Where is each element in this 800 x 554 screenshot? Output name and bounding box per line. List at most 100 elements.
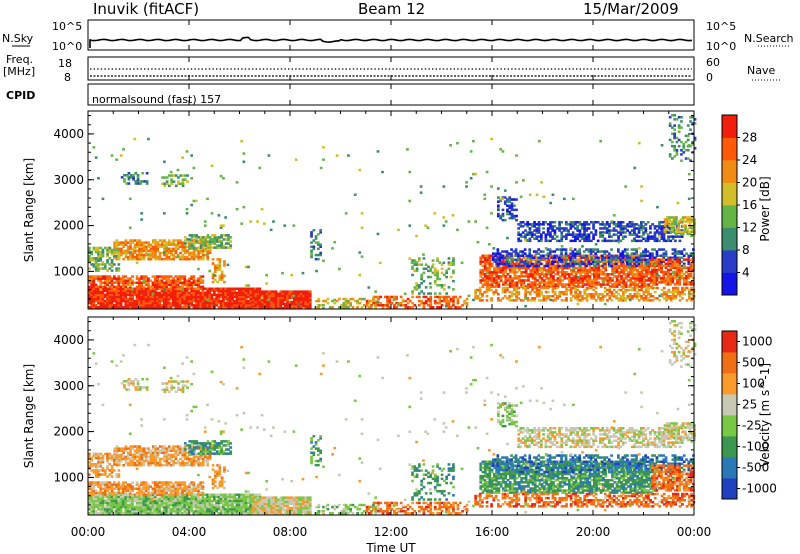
power-cell: [163, 288, 166, 291]
power-cell: [88, 291, 91, 295]
power-cell: [682, 276, 686, 280]
power-cell: [222, 177, 225, 180]
power-cell: [574, 271, 578, 274]
power-cell: [167, 283, 171, 287]
power-cell: [486, 275, 489, 278]
power-cell: [151, 301, 155, 305]
power-cell: [542, 227, 545, 230]
power-cell: [633, 286, 637, 290]
power-cell: [156, 306, 159, 309]
power-cell: [115, 285, 118, 289]
power-cell: [664, 262, 668, 265]
power-cell: [514, 264, 518, 268]
power-cell: [581, 245, 584, 248]
power-cell: [122, 277, 125, 280]
power-cell: [537, 264, 541, 268]
power-cell: [160, 277, 164, 280]
power-cell: [649, 286, 652, 290]
power-cell: [128, 197, 132, 201]
power-cell: [158, 293, 162, 297]
power-cell: [117, 304, 121, 307]
power-cell: [122, 297, 125, 301]
power-cell: [142, 285, 146, 289]
power-cell: [181, 253, 185, 257]
power-cell: [224, 301, 227, 305]
power-cell: [638, 271, 642, 274]
power-cell: [603, 302, 607, 306]
nsky-tick-top: 10^5: [52, 20, 82, 33]
power-cell: [224, 216, 227, 219]
power-cell: [197, 277, 200, 280]
power-cell: [208, 297, 212, 301]
power-cell: [94, 304, 98, 307]
power-cell: [197, 295, 200, 299]
power-cell: [110, 306, 114, 309]
power-cell: [608, 273, 612, 276]
power-cell: [671, 258, 675, 261]
power-cell: [678, 299, 682, 302]
power-cell: [501, 250, 504, 253]
power-cell: [133, 304, 137, 307]
power-cell: [598, 250, 602, 253]
power-cell: [117, 281, 121, 284]
power-cell: [194, 297, 198, 301]
power-cell: [635, 227, 639, 230]
power-cell: [235, 207, 239, 211]
power-cell: [172, 301, 175, 305]
power-cell: [653, 248, 656, 251]
power-cell: [126, 245, 130, 248]
power-cell: [589, 256, 593, 259]
power-cell: [128, 281, 132, 284]
power-cell: [153, 275, 157, 278]
power-cell: [552, 275, 555, 278]
power-cell: [587, 233, 591, 236]
power-cell: [110, 291, 114, 295]
power-cell: [528, 248, 532, 251]
power-cell: [312, 229, 316, 232]
power-cell: [165, 279, 168, 282]
power-cell: [139, 180, 142, 183]
power-cell: [267, 154, 271, 157]
power-cell: [94, 277, 98, 280]
power-cell: [411, 301, 414, 305]
power-cell: [569, 247, 573, 250]
power-cell: [174, 306, 178, 309]
power-cell: [203, 224, 207, 227]
power-cell: [90, 301, 93, 305]
power-cell: [206, 301, 209, 305]
power-cell: [297, 302, 300, 306]
power-cell: [547, 295, 550, 298]
power-cell: [115, 293, 118, 297]
freq-unit-label: [MHz]: [3, 65, 35, 78]
power-cell: [508, 295, 512, 298]
power-cell: [631, 295, 634, 298]
power-cell: [481, 260, 485, 264]
power-cell: [181, 299, 184, 303]
power-cell: [106, 293, 109, 297]
power-cell: [418, 299, 421, 303]
power-cell: [608, 277, 612, 280]
power-cell: [222, 289, 225, 292]
power-cell: [242, 289, 246, 292]
power-cell: [444, 220, 448, 223]
power-cell: [138, 279, 141, 282]
power-cell: [680, 149, 683, 152]
power-cell: [110, 281, 114, 284]
power-cell: [201, 306, 205, 309]
power-cell: [133, 299, 137, 303]
power-cell: [131, 247, 135, 251]
power-cell: [497, 196, 500, 199]
power-cell: [438, 292, 442, 295]
power-cell: [507, 260, 511, 264]
power-cell: [492, 256, 495, 259]
power-cell: [224, 306, 227, 309]
power-cell: [101, 285, 105, 289]
power-cell: [224, 287, 227, 290]
power-cell: [526, 257, 530, 260]
power-cell: [527, 283, 530, 286]
power-cell: [131, 281, 134, 284]
power-cell: [587, 286, 591, 290]
power-cell: [546, 227, 550, 230]
power-cell: [215, 297, 218, 301]
